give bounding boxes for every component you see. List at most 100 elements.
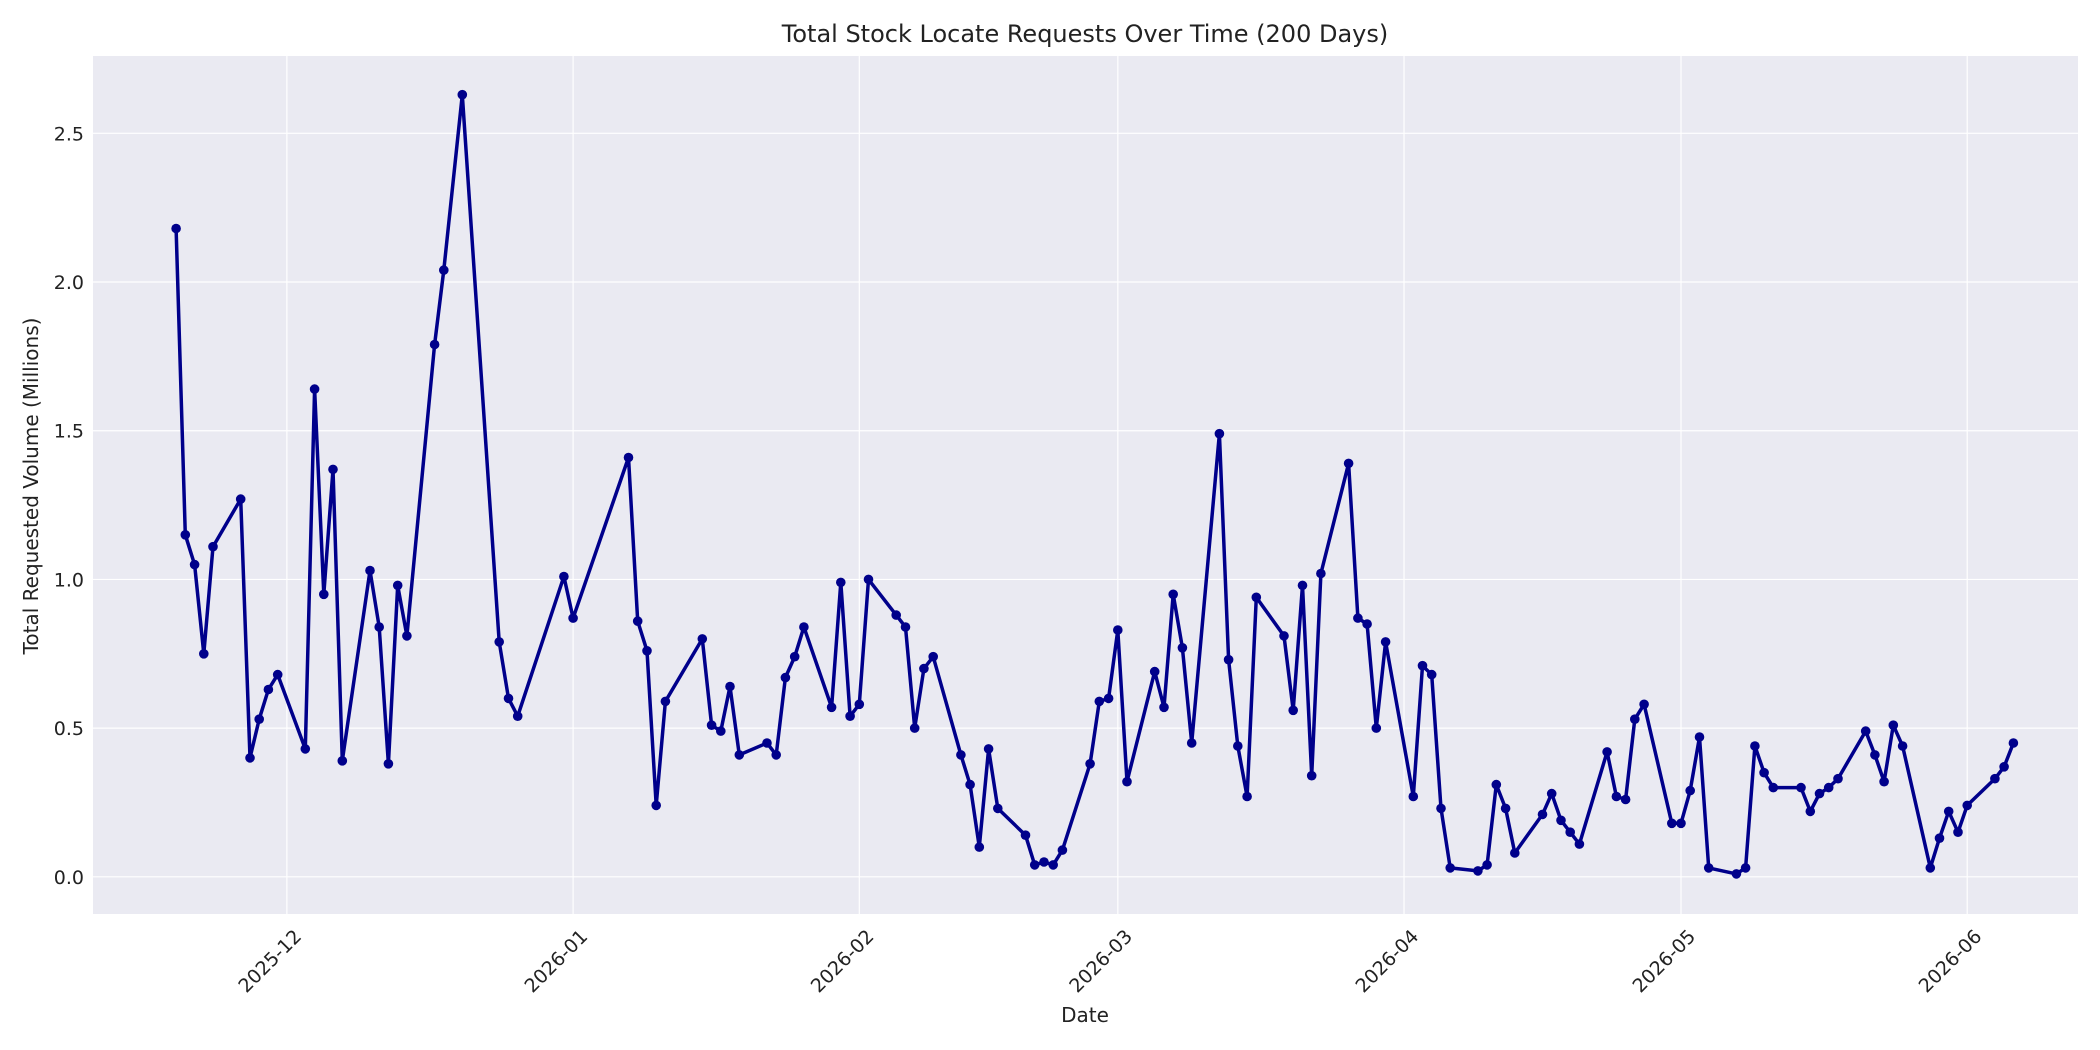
- series-line: [174, 92, 2016, 876]
- data-point: [1122, 776, 1132, 787]
- data-point: [1482, 860, 1492, 870]
- data-point: [1353, 613, 1363, 623]
- data-point: [854, 699, 865, 710]
- data-point: [836, 577, 846, 588]
- data-point: [919, 663, 929, 674]
- data-point: [1417, 660, 1428, 671]
- data-point: [1168, 589, 1178, 600]
- data-point: [272, 669, 283, 680]
- data-point: [1768, 782, 1779, 793]
- data-point: [1999, 762, 2009, 772]
- data-point: [1343, 458, 1354, 469]
- data-point: [632, 616, 643, 626]
- y-axis-ticks: 0.0 0.5 1.0 1.5 2.0 2.5: [54, 123, 84, 889]
- data-point: [956, 750, 966, 760]
- data-point: [642, 646, 652, 656]
- data-point: [716, 726, 726, 736]
- data-point: [1177, 643, 1188, 653]
- data-point: [1380, 637, 1391, 647]
- y-tick-label: 0.0: [54, 867, 84, 889]
- data-point: [1759, 767, 1769, 778]
- data-point: [1574, 839, 1585, 849]
- data-point: [180, 530, 191, 540]
- data-point: [439, 265, 449, 275]
- data-point: [1556, 815, 1566, 826]
- data-point: [845, 711, 855, 721]
- data-point: [1934, 833, 1945, 843]
- data-point: [208, 541, 218, 552]
- data-point: [2008, 738, 2019, 748]
- data-point: [734, 750, 745, 760]
- data-point: [891, 610, 901, 620]
- data-point: [1639, 699, 1649, 710]
- data-point: [1288, 705, 1298, 716]
- data-point: [1879, 776, 1889, 787]
- data-point: [1565, 827, 1575, 837]
- data-point: [319, 589, 329, 600]
- data-point: [928, 651, 938, 662]
- data-point: [328, 464, 338, 475]
- data-point: [503, 693, 514, 704]
- data-point: [900, 622, 911, 632]
- data-point: [1445, 863, 1455, 873]
- data-point: [171, 223, 181, 234]
- grid-lines: [93, 56, 2078, 914]
- data-point: [559, 571, 569, 582]
- data-point: [651, 800, 661, 811]
- plot-area: [93, 56, 2078, 914]
- data-point: [374, 622, 385, 632]
- data-point: [725, 681, 735, 692]
- data-point: [789, 651, 800, 662]
- data-point: [199, 649, 209, 659]
- data-point: [965, 779, 975, 790]
- data-point: [309, 384, 320, 394]
- data-point: [1113, 625, 1123, 635]
- data-points: [171, 89, 2019, 879]
- y-tick-label: 0.5: [54, 718, 84, 740]
- data-point: [1676, 818, 1686, 829]
- data-point: [1897, 741, 1908, 751]
- data-point: [1953, 827, 1963, 837]
- data-point: [1962, 800, 1972, 811]
- data-point: [1279, 631, 1289, 641]
- y-tick-label: 1.0: [54, 569, 84, 591]
- data-point: [1667, 818, 1677, 829]
- data-point: [235, 494, 246, 504]
- data-point: [1094, 696, 1105, 707]
- data-point: [1029, 860, 1040, 870]
- data-point: [762, 738, 772, 748]
- data-point: [1223, 654, 1234, 665]
- data-point: [1103, 693, 1114, 704]
- data-point: [1186, 738, 1197, 748]
- data-point: [1297, 580, 1308, 591]
- data-point: [983, 744, 994, 754]
- data-point: [1020, 830, 1031, 840]
- data-point: [1750, 741, 1760, 751]
- data-point: [1731, 869, 1742, 879]
- data-point: [1057, 845, 1068, 855]
- data-point: [1491, 779, 1502, 790]
- chart-title: Total Stock Locate Requests Over Time (2…: [781, 20, 1388, 48]
- data-point: [402, 631, 412, 641]
- data-point: [1611, 791, 1622, 802]
- data-point: [1408, 791, 1419, 802]
- data-point: [974, 842, 985, 852]
- data-point: [1814, 788, 1825, 799]
- data-point: [1436, 803, 1446, 814]
- data-point: [1703, 863, 1714, 873]
- data-point: [1251, 592, 1262, 603]
- y-tick-label: 2.0: [54, 272, 84, 294]
- data-point: [1620, 794, 1631, 805]
- data-point: [1602, 747, 1612, 757]
- data-point: [1500, 803, 1511, 814]
- data-point: [1888, 720, 1899, 730]
- data-point: [1159, 702, 1169, 713]
- data-point: [1306, 770, 1317, 781]
- data-point: [863, 574, 874, 585]
- data-point: [1473, 866, 1483, 876]
- data-point: [300, 744, 311, 754]
- data-point: [780, 672, 791, 683]
- data-point: [706, 720, 717, 730]
- data-point: [512, 711, 523, 721]
- data-point: [1990, 773, 2000, 784]
